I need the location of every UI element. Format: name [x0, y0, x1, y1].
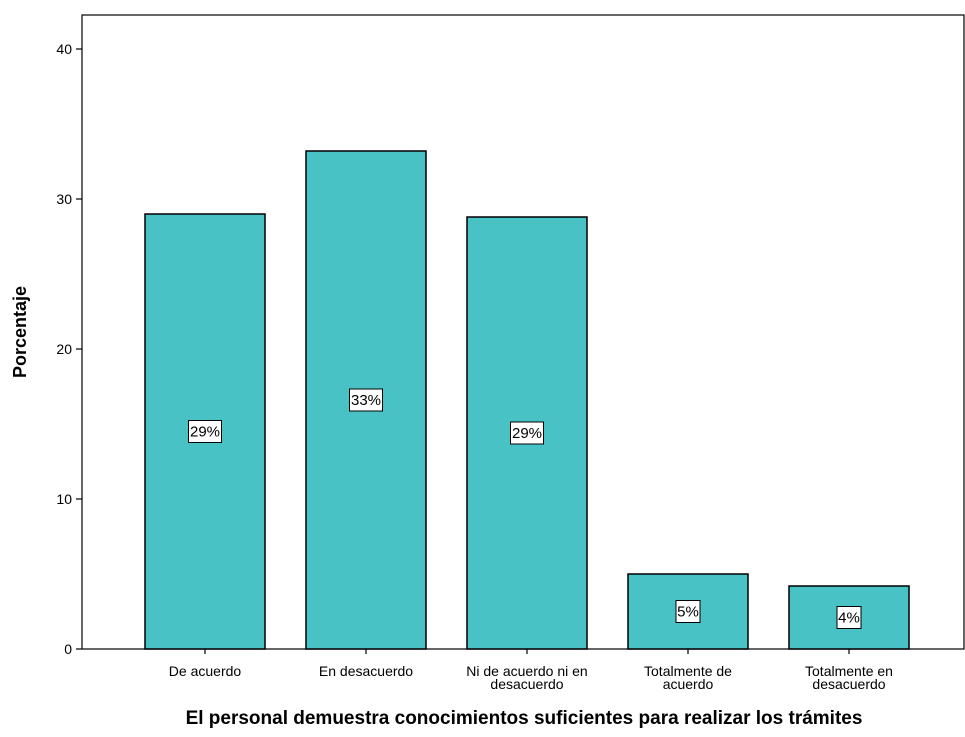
category-label: desacuerdo	[490, 676, 563, 692]
x-axis: De acuerdo En desacuerdo Ni de acuerdo ni …	[169, 649, 893, 692]
data-label: 29%	[512, 425, 542, 442]
y-tick-label: 40	[56, 41, 72, 57]
y-axis: 0 10 20 30 40	[56, 41, 82, 657]
category-label: De acuerdo	[169, 663, 242, 679]
y-tick-label: 0	[64, 641, 72, 657]
category-label: Totalmente en	[805, 663, 893, 679]
data-label-box	[675, 600, 701, 623]
category-label: acuerdo	[663, 676, 714, 692]
data-label-box	[349, 388, 383, 412]
category-label: Ni de acuerdo ni en	[466, 663, 587, 679]
y-tick-label: 10	[56, 491, 72, 507]
data-label-box	[188, 420, 222, 443]
bars: 29% 33% 29% 5% 4%	[144, 150, 910, 650]
category-label: Totalmente de	[644, 663, 732, 679]
x-axis-title: El personal demuestra conocimientos sufi…	[186, 708, 863, 729]
y-tick-label: 20	[56, 341, 72, 357]
category-label: desacuerdo	[812, 676, 885, 692]
data-label: 33%	[351, 392, 381, 409]
category-label: En desacuerdo	[319, 663, 413, 679]
y-tick-label: 30	[56, 191, 72, 207]
data-label-box	[836, 606, 862, 629]
data-label: 29%	[190, 424, 220, 441]
data-label: 5%	[677, 604, 699, 621]
data-label: 4%	[838, 610, 860, 627]
y-axis-title: Porcentaje	[10, 286, 30, 378]
data-label-box	[510, 421, 544, 445]
